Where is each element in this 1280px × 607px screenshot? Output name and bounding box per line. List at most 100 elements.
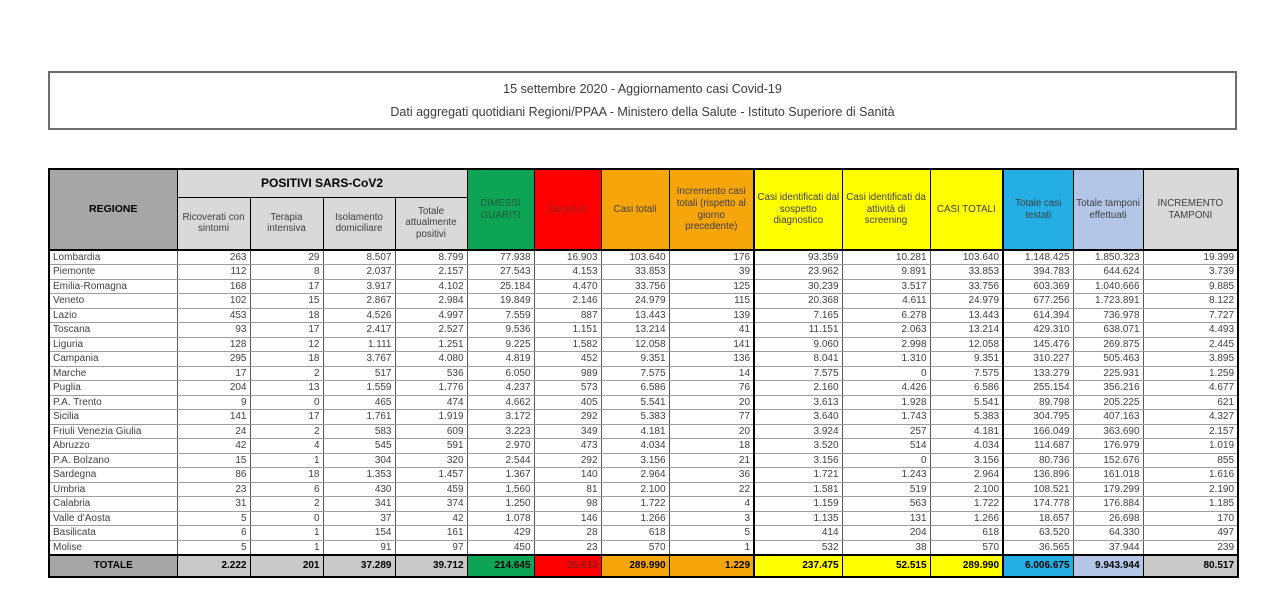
value-cell: 4.662 [467, 395, 535, 410]
value-cell: 621 [1143, 395, 1239, 410]
value-cell: 563 [842, 496, 931, 512]
header-sub-row: Ricoverati con sintomi Terapia intensiva… [49, 196, 1238, 251]
value-cell: 4.181 [930, 424, 1004, 439]
value-cell: 13.443 [930, 308, 1004, 323]
value-cell: 614.394 [1002, 308, 1074, 323]
column-header-deceduti: Deceduti [533, 168, 602, 251]
value-cell: 1.111 [323, 337, 396, 352]
value-cell: 0 [842, 366, 931, 381]
value-cell: 1.159 [753, 496, 843, 512]
value-cell: 0 [842, 453, 931, 468]
value-cell: 239 [1143, 540, 1239, 555]
value-cell: 887 [534, 308, 602, 323]
value-cell: 8.122 [1143, 293, 1239, 309]
value-cell: 9.536 [467, 322, 535, 338]
value-cell: 102 [177, 293, 251, 309]
value-cell: 609 [395, 424, 468, 439]
table-row: Basilicata 6 1 154 161 429 28 618 5 414 204 618 63.5… [49, 525, 1239, 541]
value-cell: 3.640 [753, 409, 843, 425]
value-cell: 363.690 [1073, 424, 1144, 439]
value-cell: 161 [395, 525, 468, 541]
value-cell: 320 [395, 453, 468, 468]
value-cell: 205.225 [1073, 395, 1144, 410]
table-row: Valle d'Aosta 5 0 37 42 1.078 146 1.266 3 1.135 13… [49, 511, 1239, 526]
value-cell: 3.767 [323, 351, 396, 367]
column-header-sospetto-diagnostico: Casi identificati dal sospetto diagnosti… [753, 168, 843, 251]
table-body: Lombardia 263 29 8.507 8.799 77.938 16.903 103.… [48, 250, 1239, 577]
value-cell: 23 [177, 482, 251, 497]
value-cell: 4 [669, 496, 755, 512]
value-cell: 644.624 [1073, 264, 1144, 280]
value-cell: 9.351 [601, 351, 670, 367]
value-cell: 18 [250, 467, 324, 483]
value-cell: 4.611 [842, 293, 931, 309]
value-cell: 1.367 [467, 467, 535, 483]
value-cell: 30.239 [753, 279, 843, 294]
value-cell: 4.080 [395, 351, 468, 367]
value-cell: 5.383 [601, 409, 670, 425]
column-header-incremento-casi: Incremento casi totali (rispetto al gior… [668, 168, 755, 251]
value-cell: 20 [669, 395, 755, 410]
value-cell: 77.938 [467, 250, 535, 265]
value-cell: 1.850.323 [1073, 250, 1144, 265]
value-cell: 103.640 [930, 250, 1004, 265]
column-header-casi-testati: Totale casi testati [1002, 168, 1074, 251]
value-cell: 1.251 [395, 337, 468, 352]
table-row: Piemonte 112 8 2.037 2.157 27.543 4.153 33.853 3… [49, 264, 1239, 280]
region-cell: P.A. Bolzano [49, 453, 178, 468]
total-value-cell: 201 [249, 553, 324, 577]
value-cell: 86 [177, 467, 251, 483]
value-cell: 1.148.425 [1002, 250, 1074, 265]
value-cell: 7.559 [467, 308, 535, 323]
value-cell: 452 [534, 351, 602, 367]
value-cell: 9.891 [842, 264, 931, 280]
value-cell: 161.018 [1073, 467, 1144, 483]
value-cell: 573 [534, 380, 602, 396]
region-cell: Campania [49, 351, 178, 367]
table-row: Emilia-Romagna 168 17 3.917 4.102 25.184 4.470… [49, 279, 1239, 294]
value-cell: 93 [177, 322, 251, 338]
table-row: Abruzzo 42 4 545 591 2.970 473 4.034 18 3.520 514 4… [49, 438, 1239, 454]
region-cell: Sardegna [49, 467, 178, 483]
report-title-line2: Dati aggregati quotidiani Regioni/PPAA -… [390, 105, 895, 119]
value-cell: 76 [669, 380, 755, 396]
value-cell: 80.736 [1002, 453, 1074, 468]
value-cell: 255.154 [1002, 380, 1074, 396]
total-value-cell: 289.990 [600, 553, 670, 577]
region-cell: Lazio [49, 308, 178, 323]
total-value-cell: 52.515 [841, 553, 931, 577]
value-cell: 17 [250, 279, 324, 294]
total-value-cell: 237.475 [753, 553, 843, 577]
value-cell: 2.160 [753, 380, 843, 396]
value-cell: 532 [753, 540, 843, 555]
value-cell: 1 [250, 525, 324, 541]
value-cell: 341 [323, 496, 396, 512]
value-cell: 8.507 [323, 250, 396, 265]
value-cell: 736.978 [1073, 308, 1144, 323]
value-cell: 414 [753, 525, 843, 541]
total-row: TOTALE 2.222 201 37.289 39.712 214.645 35.633 2… [48, 553, 1239, 577]
value-cell: 3.156 [930, 453, 1004, 468]
value-cell: 12.058 [930, 337, 1004, 352]
value-cell: 6.050 [467, 366, 535, 381]
value-cell: 1.151 [534, 322, 602, 338]
value-cell: 3.156 [601, 453, 670, 468]
value-cell: 131 [842, 511, 931, 526]
value-cell: 18.657 [1002, 511, 1074, 526]
value-cell: 0 [250, 395, 324, 410]
column-header-ricoverati: Ricoverati con sintomi [176, 196, 251, 251]
value-cell: 13 [250, 380, 324, 396]
region-cell: Molise [49, 540, 178, 555]
region-cell: Lombardia [49, 250, 178, 265]
value-cell: 27.543 [467, 264, 535, 280]
value-cell: 3 [669, 511, 755, 526]
value-cell: 8.041 [753, 351, 843, 367]
value-cell: 98 [534, 496, 602, 512]
value-cell: 176.884 [1073, 496, 1144, 512]
value-cell: 7.575 [753, 366, 843, 381]
table-row: Calabria 31 2 341 374 1.250 98 1.722 4 1.159 563 1.… [49, 496, 1239, 512]
value-cell: 1.266 [930, 511, 1004, 526]
region-cell: Basilicata [49, 525, 178, 541]
value-cell: 269.875 [1073, 337, 1144, 352]
value-cell: 19.399 [1143, 250, 1239, 265]
